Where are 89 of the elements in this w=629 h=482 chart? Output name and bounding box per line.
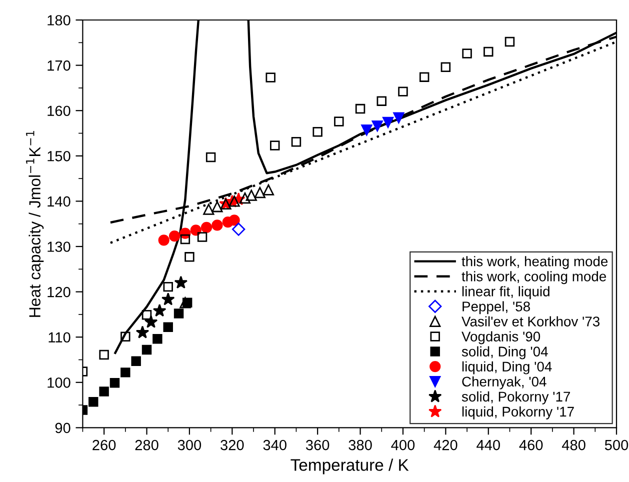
point — [203, 204, 214, 215]
point — [174, 276, 188, 288]
y-tick-label: 110 — [48, 332, 70, 343]
point — [180, 297, 191, 308]
legend-label: liquid, Ding '04 — [462, 361, 552, 374]
point — [246, 190, 257, 201]
point — [484, 46, 494, 57]
x-tick-label: 480 — [562, 440, 586, 450]
y-tick-label: 150 — [48, 151, 70, 162]
point — [266, 72, 276, 82]
point — [232, 222, 246, 236]
point — [131, 356, 141, 366]
point — [270, 140, 280, 150]
legend-label: Vasil'ev et Korkhov '73 — [462, 316, 600, 326]
point — [462, 48, 472, 58]
point — [228, 214, 240, 226]
point — [161, 292, 175, 306]
point — [228, 196, 240, 207]
point — [312, 127, 322, 137]
x-tick-label: 360 — [306, 440, 330, 450]
legend-label: Peppel, '58 — [462, 301, 530, 314]
y-tick-label: 140 — [48, 196, 70, 207]
legend-label: this work, heating mode — [462, 256, 608, 270]
legend-label: Chernyak, '04 — [462, 376, 546, 390]
point — [99, 386, 109, 396]
x-tick-label: 300 — [178, 440, 202, 450]
point — [382, 116, 394, 128]
point — [200, 222, 212, 234]
point — [504, 36, 515, 47]
point — [262, 184, 274, 196]
point — [163, 322, 173, 332]
point — [393, 112, 404, 124]
x-tick-label: 320 — [220, 440, 244, 450]
point — [142, 344, 152, 355]
point — [197, 232, 208, 242]
x-axis-title: Temperature / K — [290, 458, 409, 474]
point — [180, 234, 190, 244]
y-tick-label: 180 — [48, 15, 70, 26]
y-tick-label: 130 — [48, 242, 70, 252]
legend-label: linear fit, liquid — [462, 286, 550, 300]
point — [158, 234, 170, 246]
point — [136, 326, 150, 338]
x-tick-label: 440 — [476, 440, 500, 450]
point — [440, 62, 451, 72]
x-tick-label: 420 — [434, 440, 458, 450]
x-tick-label: 280 — [135, 440, 158, 450]
y-axis-title: Heat capacity / Jmol$^{−1}$K$^{−1}$ — [26, 131, 44, 317]
point — [120, 368, 130, 378]
point — [291, 136, 302, 147]
point — [88, 397, 98, 407]
point — [334, 116, 344, 126]
point — [152, 304, 166, 317]
x-tick-label: 500 — [604, 440, 628, 450]
point — [398, 86, 408, 96]
legend-label: solid, Pokorny '17 — [462, 391, 570, 404]
point — [110, 378, 120, 388]
point — [212, 220, 223, 231]
x-tick-label: 380 — [348, 440, 372, 450]
y-tick-label: 90 — [55, 422, 70, 434]
point — [99, 350, 109, 360]
point — [372, 120, 383, 132]
x-tick-label: 260 — [92, 440, 116, 450]
legend-label: Vogdanis '90 — [462, 331, 540, 344]
y-tick-label: 100 — [48, 378, 70, 388]
legend-label: this work, cooling mode — [462, 271, 606, 284]
legend-label: liquid, Pokorny '17 — [462, 406, 574, 420]
point — [239, 192, 251, 204]
point — [355, 104, 366, 114]
point — [174, 308, 184, 318]
x-tick-label: 460 — [519, 440, 543, 450]
point — [184, 252, 194, 262]
point — [419, 72, 430, 82]
y-tick-label: 160 — [48, 106, 70, 116]
point — [120, 332, 130, 342]
point — [212, 201, 223, 212]
y-tick-label: 170 — [48, 60, 70, 71]
point — [361, 124, 372, 136]
y-tick-label: 120 — [48, 286, 70, 298]
legend-label: solid, Ding '04 — [462, 346, 548, 360]
point — [206, 152, 216, 162]
point — [142, 310, 152, 320]
point — [254, 187, 266, 198]
point — [152, 334, 162, 344]
point — [168, 230, 180, 242]
point — [163, 282, 173, 292]
point — [190, 224, 202, 236]
x-tick-label: 340 — [263, 440, 286, 450]
point — [376, 96, 386, 106]
x-tick-label: 400 — [391, 440, 415, 450]
